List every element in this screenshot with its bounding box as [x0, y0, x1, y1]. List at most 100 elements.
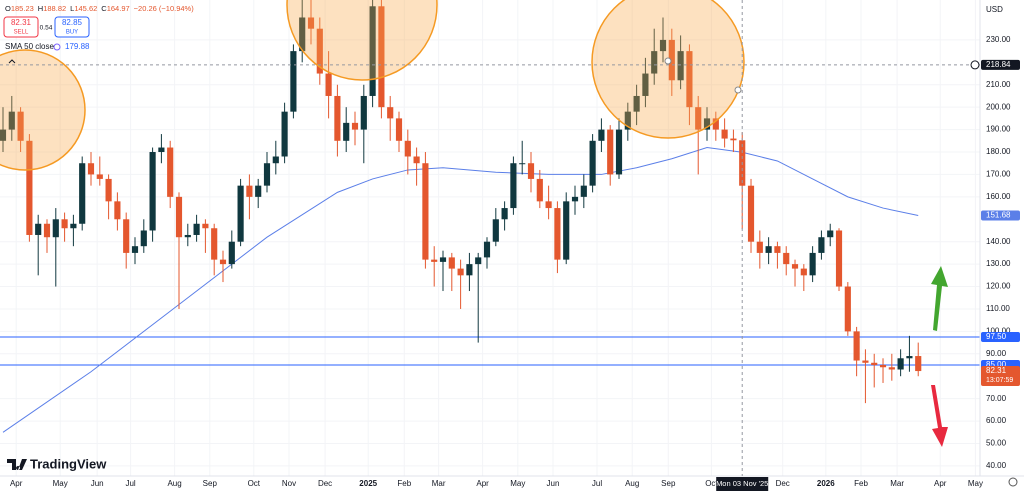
- candle-body: [809, 252, 816, 276]
- anchor-point: [734, 86, 742, 94]
- x-tick-label: 2026: [817, 479, 835, 488]
- candle-body: [123, 219, 130, 253]
- y-tick-label: 60.00: [986, 416, 1007, 425]
- collapse-icon[interactable]: [8, 59, 16, 64]
- x-tick-label: Oct: [248, 479, 261, 488]
- candle-body: [888, 367, 895, 370]
- candle-body: [378, 6, 385, 108]
- candle-body: [431, 259, 438, 262]
- candle-body: [800, 268, 807, 276]
- candle-body: [219, 259, 227, 265]
- candle-body: [360, 95, 367, 130]
- candle-body: [8, 111, 15, 130]
- candle-body: [395, 118, 403, 141]
- y-tick-label: 120.00: [986, 282, 1011, 291]
- candle-body: [334, 95, 341, 141]
- x-tick-label: Jun: [547, 479, 560, 488]
- x-tick-label: 2025: [359, 479, 377, 488]
- candle-body: [642, 73, 649, 96]
- sell-price: 82.31: [11, 18, 32, 27]
- candle-body: [765, 246, 772, 253]
- ohlc-key: L: [70, 4, 74, 13]
- buy-button[interactable]: [54, 16, 90, 38]
- y-tick-label: 160.00: [986, 192, 1011, 201]
- x-tick-label: Apr: [934, 479, 947, 488]
- ohlc-value: 164.97: [107, 4, 130, 13]
- settings-gear[interactable]: [1008, 477, 1018, 487]
- candle-body: [756, 241, 763, 253]
- candle-body: [668, 39, 675, 81]
- candle-body: [307, 17, 315, 29]
- x-tick-label: May: [53, 479, 68, 488]
- highlight-circle: [286, 0, 438, 81]
- sell-label: SELL: [14, 30, 29, 36]
- crosshair-price-box: [981, 59, 1020, 70]
- candle-body: [501, 208, 508, 220]
- y-tick-label: 100.00: [986, 326, 1011, 335]
- candle-body: [791, 264, 799, 269]
- y-tick-label: 70.00: [986, 394, 1007, 403]
- candle-body: [651, 51, 658, 74]
- hline-price-box: [981, 331, 1020, 342]
- x-tick-label: May: [968, 479, 983, 488]
- candle-body: [615, 129, 623, 175]
- x-tick-label: Apr: [476, 479, 489, 488]
- candle-body: [774, 246, 781, 253]
- plot: [0, 0, 980, 476]
- down-arrow: [931, 385, 948, 447]
- candle-body: [703, 118, 711, 130]
- logo-mark: [7, 459, 27, 470]
- candle-body: [633, 95, 640, 112]
- candle-body: [422, 163, 429, 260]
- candle-body: [545, 201, 552, 209]
- candle-body: [193, 223, 200, 235]
- sma-legend: SMA 50 close: [5, 42, 54, 51]
- settings-icon[interactable]: [53, 43, 61, 51]
- candle-body: [140, 230, 147, 247]
- add-alert-icon: [970, 60, 980, 70]
- y-tick-label: 210.00: [986, 80, 1011, 89]
- candle-body: [519, 163, 526, 165]
- candle-body: [281, 111, 288, 157]
- y-tick-label: 50.00: [986, 439, 1007, 448]
- candle-body: [0, 129, 7, 141]
- logo: TradingView: [7, 456, 107, 471]
- candle-body: [659, 39, 667, 52]
- highlight-circle: [591, 0, 745, 139]
- candle-body: [536, 178, 543, 202]
- candle-body: [175, 196, 183, 238]
- x-tick-label: Mar: [890, 479, 904, 488]
- candle-body: [571, 196, 579, 202]
- crosshair-date-box: [716, 477, 769, 491]
- candle-body: [343, 122, 350, 141]
- candle-body: [747, 185, 755, 242]
- candle-body: [466, 264, 473, 276]
- candle-body: [492, 219, 499, 242]
- candle-body: [598, 129, 605, 141]
- candle-body: [299, 17, 306, 52]
- candle-body: [237, 185, 244, 242]
- candle-body: [677, 51, 684, 81]
- x-tick-label: Aug: [167, 479, 181, 488]
- sma-last-price-box: [981, 210, 1020, 221]
- highlight-circle: [0, 49, 86, 171]
- candle-body: [272, 156, 279, 164]
- candle-body: [624, 111, 631, 130]
- sell-button[interactable]: [3, 16, 39, 38]
- y-tick-label: 140.00: [986, 237, 1011, 246]
- ohlc-key: H: [38, 4, 43, 13]
- candle-body: [61, 219, 68, 229]
- candle-body: [17, 111, 24, 141]
- candle-body: [448, 257, 455, 269]
- brand: TradingView: [30, 456, 107, 471]
- ohlc-value: 185.23: [11, 4, 34, 13]
- candle-body: [853, 331, 860, 361]
- hline-price: 85.00: [986, 360, 1007, 369]
- last-price: 82.31: [986, 366, 1007, 375]
- candle-body: [475, 257, 482, 265]
- crosshair-date: Mon 03 Nov '25: [716, 479, 768, 488]
- x-tick-label: Dec: [776, 479, 790, 488]
- x-tick-label: Mar: [432, 479, 446, 488]
- ohlc-header: O185.23 H188.82 L145.62 C164.97 −20.26 (−10.…: [5, 4, 194, 13]
